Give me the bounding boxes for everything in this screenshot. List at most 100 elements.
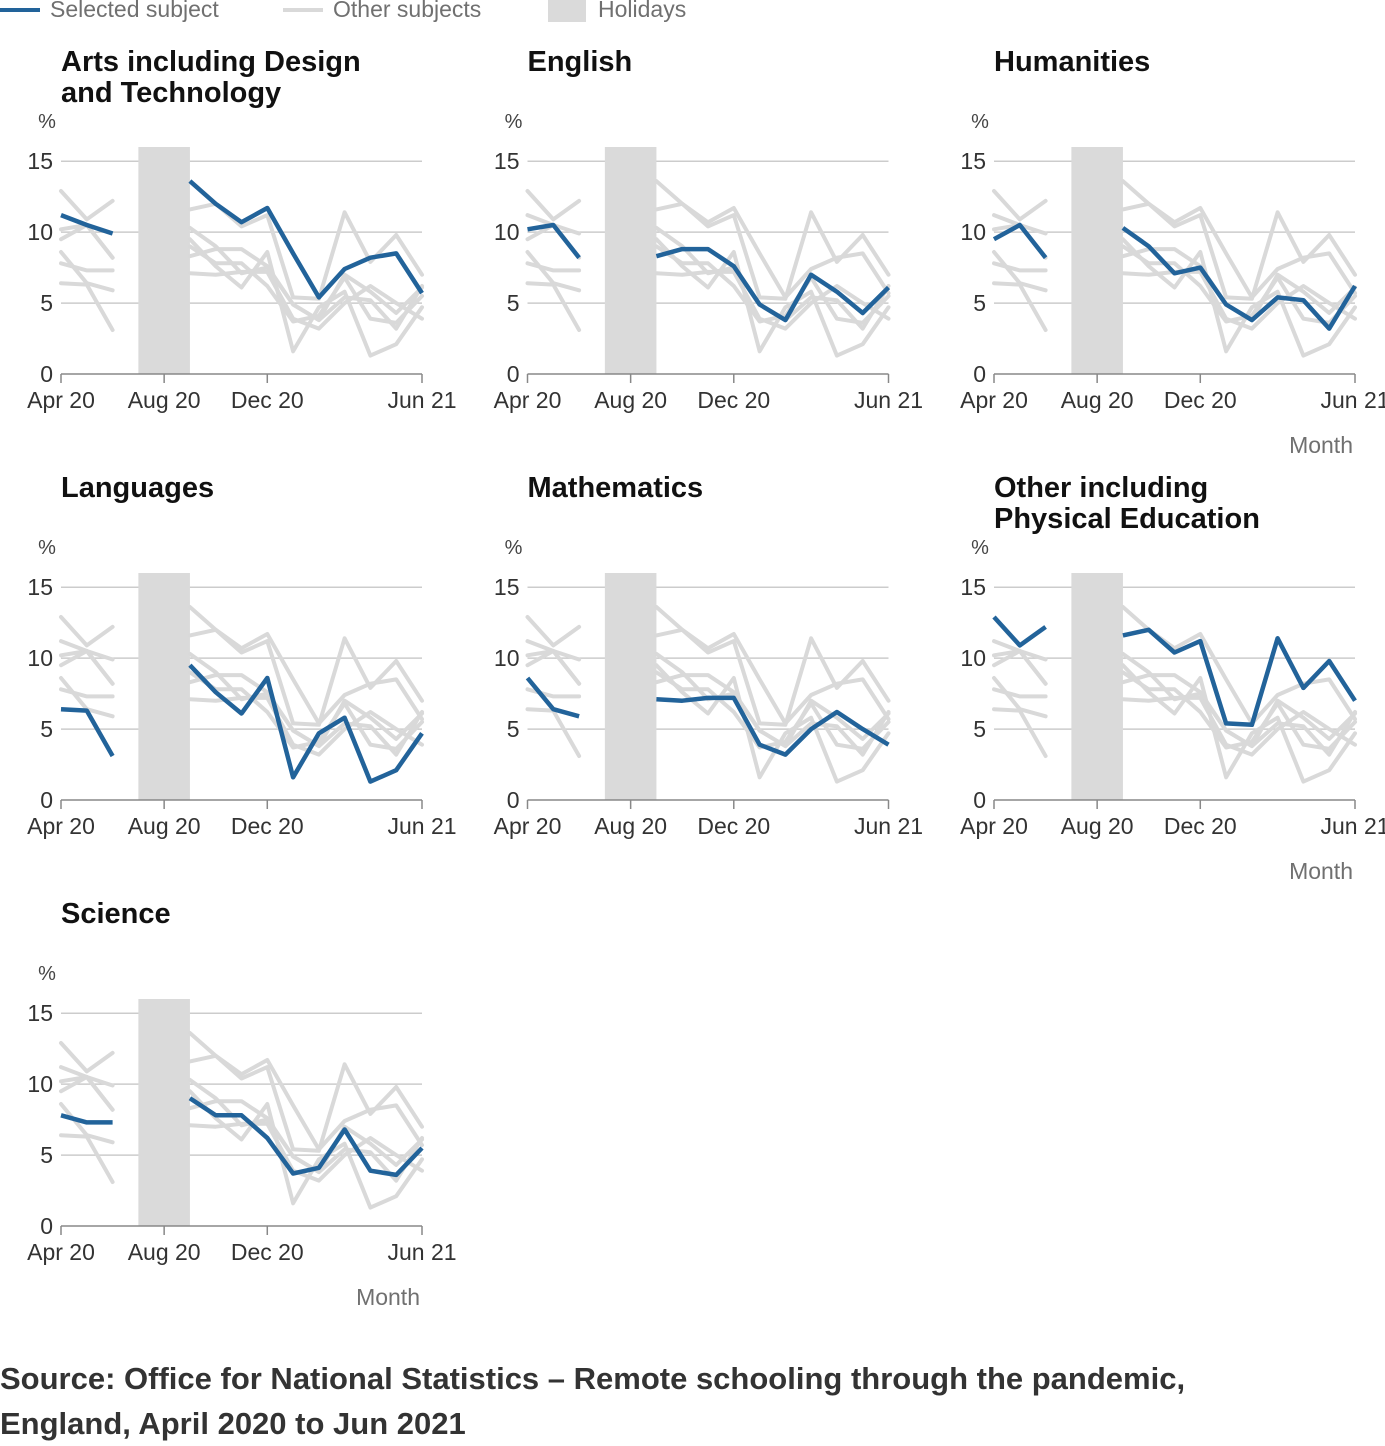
x-tick-label: Jun 21 [387, 813, 456, 839]
series-line-other-science [992, 670, 1357, 751]
holiday-band [1071, 147, 1123, 374]
panel-title: Mathematics [528, 472, 704, 504]
series-line-other-humanities [59, 649, 424, 757]
small-multiples-chart: Arts including Design and Technology% 0 5 10… [27, 46, 1385, 1310]
holiday-band [604, 147, 657, 374]
series-line-other-other-including-physical-education [525, 615, 891, 727]
y-tick-label: 0 [973, 787, 986, 813]
legend-swatch-other [283, 7, 323, 12]
x-tick-label: Aug 20 [1061, 813, 1134, 839]
x-tick-label: Apr 20 [27, 1239, 95, 1265]
x-tick-label: Jun 21 [1320, 387, 1385, 413]
y-tick-label: 0 [40, 1213, 53, 1239]
x-tick-label: Dec 20 [697, 813, 770, 839]
y-axis-unit-label: % [505, 111, 523, 133]
series-line-other-humanities [992, 649, 1357, 757]
x-tick-label: Aug 20 [128, 813, 201, 839]
series-line-other-science [59, 670, 424, 751]
x-tick-label: Jun 21 [387, 387, 456, 413]
y-tick-label: 5 [973, 290, 986, 316]
series-line-other-other-including-physical-education [59, 615, 424, 727]
y-tick-label: 0 [507, 361, 520, 387]
series-line-other-arts-including-design-and-technology [59, 1031, 424, 1152]
series-line-other-science [59, 244, 424, 325]
x-tick-label: Aug 20 [128, 1239, 201, 1265]
holiday-band [1071, 573, 1123, 800]
chart-legend: Selected subject Other subjects Holidays [0, 0, 760, 26]
legend-item-holidays: Holidays [548, 0, 686, 23]
y-tick-label: 0 [40, 787, 53, 813]
y-tick-label: 5 [40, 1142, 53, 1168]
source-note: Source: Office for National Statistics –… [0, 1361, 1186, 1441]
panel-title-line: Science [61, 898, 171, 930]
series-line-other-mathematics [59, 1102, 424, 1183]
holiday-band [138, 573, 190, 800]
legend-label-other: Other subjects [333, 0, 482, 22]
series-line-other-arts-including-design-and-technology [59, 605, 424, 726]
panel-title-line: Other including [994, 472, 1208, 504]
series-line-other-mathematics [992, 250, 1357, 331]
series-line-other-mathematics [525, 250, 891, 331]
y-tick-label: 15 [494, 148, 520, 174]
legend-label-selected: Selected subject [50, 0, 219, 22]
x-tick-label: Apr 20 [960, 813, 1028, 839]
x-tick-label: Aug 20 [594, 813, 667, 839]
series-line-other-humanities [525, 649, 891, 757]
legend-item-other-subjects: Other subjects [283, 0, 481, 23]
series-line-selected-arts-including-design-and-technology [60, 179, 424, 300]
x-tick-label: Jun 21 [854, 387, 923, 413]
panel-science: Science% 0 5 10 15 Apr 20 Aug 20 Dec 20 Jun 21 Mo… [27, 898, 456, 1310]
panel-other-including-physical-education: Other including Physical Education% 0 5 10 15… [960, 472, 1385, 884]
legend-item-selected-subject: Selected subject [0, 0, 219, 23]
series-line-other-science [525, 244, 891, 325]
x-axis-title: Month [1289, 432, 1353, 458]
series-line-selected-humanities [992, 222, 1357, 331]
panel-title: Arts including Design and Technology [61, 46, 361, 109]
series-line-other-arts-including-design-and-technology [525, 179, 891, 300]
y-axis-unit-label: % [38, 111, 56, 133]
legend-swatch-holidays [548, 0, 586, 22]
panel-title-line: English [528, 46, 633, 78]
x-tick-label: Aug 20 [1061, 387, 1134, 413]
x-tick-label: Dec 20 [231, 813, 304, 839]
x-tick-label: Dec 20 [697, 387, 770, 413]
x-tick-label: Dec 20 [1164, 813, 1237, 839]
panel-title-line: Mathematics [528, 472, 704, 504]
x-axis-title: Month [1289, 858, 1353, 884]
holiday-band [604, 573, 657, 800]
y-tick-label: 0 [973, 361, 986, 387]
y-tick-label: 5 [507, 290, 520, 316]
y-tick-label: 10 [27, 645, 53, 671]
series-line-selected-languages [60, 663, 424, 784]
legend-label-holidays: Holidays [598, 0, 687, 22]
y-tick-label: 10 [27, 1071, 53, 1097]
y-tick-label: 5 [973, 716, 986, 742]
y-axis-unit-label: % [971, 537, 989, 559]
x-tick-label: Jun 21 [1320, 813, 1385, 839]
y-tick-label: 5 [507, 716, 520, 742]
panel-humanities: Humanities% 0 5 10 15 Apr 20 Aug 20 Dec 20 Jun 2… [960, 46, 1385, 458]
y-tick-label: 10 [960, 645, 986, 671]
y-tick-label: 5 [40, 290, 53, 316]
series-line-other-other-including-physical-education [59, 1041, 424, 1153]
panel-title: Humanities [994, 46, 1150, 78]
panel-title-line: and Technology [61, 77, 281, 109]
x-tick-label: Jun 21 [854, 813, 923, 839]
y-tick-label: 15 [494, 574, 520, 600]
x-tick-label: Apr 20 [494, 813, 562, 839]
panel-mathematics: Mathematics% 0 5 10 15 Apr 20 Aug 20 Dec 20 Jun … [494, 472, 923, 839]
y-tick-label: 10 [494, 219, 520, 245]
y-tick-label: 0 [40, 361, 53, 387]
legend-swatch-selected [0, 7, 40, 12]
series-line-other-mathematics [992, 676, 1357, 757]
x-tick-label: Aug 20 [594, 387, 667, 413]
y-tick-label: 0 [507, 787, 520, 813]
panel-title: Science [61, 898, 171, 930]
series-line-other-humanities [59, 1075, 424, 1183]
series-line-other-arts-including-design-and-technology [992, 605, 1357, 726]
y-tick-label: 10 [494, 645, 520, 671]
panel-title-line: Humanities [994, 46, 1150, 78]
y-axis-unit-label: % [38, 537, 56, 559]
x-tick-label: Dec 20 [231, 1239, 304, 1265]
panel-title: Languages [61, 472, 214, 504]
